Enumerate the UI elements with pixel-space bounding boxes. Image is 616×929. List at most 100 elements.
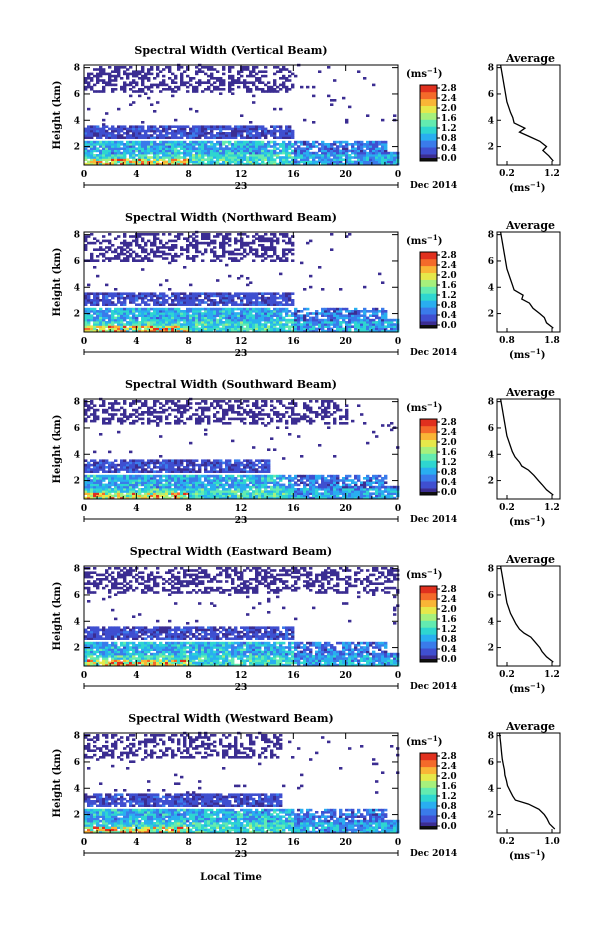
heatmap-cell bbox=[237, 485, 241, 489]
heatmap-cell bbox=[150, 90, 154, 93]
heatmap-cell bbox=[189, 479, 193, 482]
heatmap-cell bbox=[222, 88, 226, 91]
heatmap-cell bbox=[264, 239, 268, 243]
heatmap-cell bbox=[126, 468, 130, 471]
heatmap-cell bbox=[156, 485, 160, 489]
heatmap-cell bbox=[390, 323, 394, 326]
heatmap-cell bbox=[255, 296, 259, 300]
heatmap-cell bbox=[234, 492, 238, 495]
heatmap-cell bbox=[237, 143, 241, 146]
heatmap-cell bbox=[180, 312, 184, 315]
heatmap-cell bbox=[222, 81, 226, 84]
heatmap-cell bbox=[114, 294, 118, 298]
heatmap-cell bbox=[192, 496, 196, 500]
heatmap-cell bbox=[282, 316, 286, 320]
heatmap-cell bbox=[96, 479, 100, 482]
heatmap-cell bbox=[123, 292, 127, 295]
heatmap-cell bbox=[309, 316, 313, 320]
heatmap-cell bbox=[216, 312, 220, 315]
heatmap-cell bbox=[243, 422, 247, 425]
x-tick-label: 16 bbox=[287, 170, 300, 180]
x-tick-label: 4 bbox=[133, 337, 139, 347]
heatmap-cell bbox=[144, 316, 148, 320]
heatmap-cell bbox=[210, 470, 214, 473]
heatmap-cell bbox=[165, 474, 169, 478]
heatmap-cell bbox=[171, 136, 175, 139]
heatmap-cell bbox=[162, 307, 166, 311]
heatmap-cell bbox=[255, 162, 259, 166]
heatmap-cell bbox=[270, 318, 274, 322]
heatmap-cell bbox=[186, 255, 190, 258]
heatmap-cell bbox=[105, 72, 109, 76]
heatmap-cell bbox=[261, 74, 265, 78]
heatmap-cell bbox=[123, 156, 127, 159]
heatmap-cell bbox=[114, 307, 118, 311]
heatmap-cell bbox=[96, 318, 100, 322]
heatmap-cell bbox=[153, 140, 157, 144]
heatmap-cell bbox=[378, 140, 382, 144]
heatmap-cell bbox=[282, 292, 286, 295]
heatmap-cell bbox=[153, 419, 157, 423]
heatmap-cell bbox=[183, 492, 187, 495]
heatmap-cell bbox=[138, 303, 142, 306]
heatmap-cell bbox=[273, 235, 277, 238]
heatmap-cell bbox=[84, 235, 88, 238]
heatmap-cell bbox=[126, 158, 130, 161]
heatmap-cell bbox=[180, 485, 184, 489]
heatmap-cell bbox=[357, 158, 361, 161]
heatmap-cell bbox=[210, 241, 214, 245]
heatmap-cell bbox=[240, 81, 244, 84]
heatmap-cell bbox=[117, 301, 121, 304]
heatmap-cell bbox=[246, 470, 250, 473]
heatmap-cell bbox=[252, 158, 256, 161]
heatmap-cell bbox=[288, 294, 292, 298]
heatmap-cell bbox=[105, 299, 109, 302]
heatmap-cell bbox=[327, 145, 331, 148]
heatmap-cell bbox=[114, 321, 118, 324]
heatmap-cell bbox=[219, 134, 223, 137]
heatmap-cell bbox=[138, 77, 142, 80]
heatmap-cell bbox=[186, 496, 190, 500]
heatmap-cell bbox=[198, 485, 202, 489]
heatmap-cell bbox=[108, 143, 112, 146]
heatmap-cell bbox=[135, 129, 139, 133]
heatmap-cell bbox=[201, 406, 205, 410]
heatmap-cell bbox=[201, 252, 205, 256]
heatmap-cell bbox=[273, 145, 277, 148]
heatmap-cell bbox=[372, 314, 376, 317]
heatmap-cell bbox=[387, 329, 391, 333]
heatmap-cell bbox=[306, 149, 310, 153]
heatmap-cell bbox=[135, 154, 139, 157]
heatmap-cell bbox=[99, 74, 103, 78]
heatmap-cell bbox=[285, 147, 289, 150]
heatmap-cell bbox=[219, 307, 223, 311]
heatmap-cell bbox=[237, 413, 241, 416]
heatmap-cell bbox=[159, 461, 163, 465]
heatmap-cell bbox=[120, 301, 124, 304]
heatmap-cell bbox=[162, 145, 166, 148]
heatmap-cell bbox=[210, 303, 214, 306]
heatmap-cell bbox=[270, 314, 274, 317]
heatmap-cell bbox=[246, 277, 250, 280]
heatmap-cell bbox=[189, 477, 193, 480]
heatmap-cell bbox=[213, 466, 217, 469]
heatmap-cell bbox=[234, 151, 238, 155]
heatmap-cell bbox=[381, 140, 385, 144]
heatmap-cell bbox=[135, 314, 139, 317]
heatmap-cell bbox=[195, 329, 199, 333]
y-tick-label: 6 bbox=[74, 90, 80, 100]
heatmap-cell bbox=[279, 233, 283, 236]
avg-unit-exponent: −1 bbox=[530, 347, 541, 356]
heatmap-cell bbox=[381, 118, 385, 122]
heatmap-cell bbox=[258, 149, 262, 153]
heatmap-cell bbox=[228, 490, 232, 493]
heatmap-cell bbox=[213, 461, 217, 465]
heatmap-cell bbox=[384, 156, 388, 159]
heatmap-cell bbox=[303, 314, 307, 317]
heatmap-cell bbox=[90, 241, 94, 245]
heatmap-cell bbox=[234, 140, 238, 144]
heatmap-cell bbox=[138, 492, 142, 495]
avg-unit-close: ) bbox=[541, 183, 546, 194]
heatmap-cell bbox=[99, 246, 103, 249]
heatmap-cell bbox=[219, 492, 223, 495]
